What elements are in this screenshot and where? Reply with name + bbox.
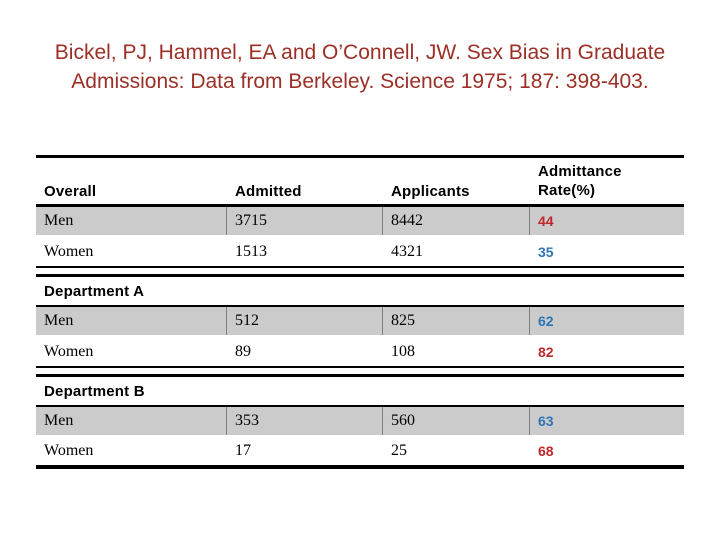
rate-cell: 68 xyxy=(538,443,554,459)
admitted-cell: 89 xyxy=(235,342,251,360)
gender-cell: Women xyxy=(44,442,94,459)
applicants-cell: 108 xyxy=(391,342,415,360)
applicants-cell: 8442 xyxy=(383,207,530,235)
gender-cell: Women xyxy=(44,342,94,360)
rate-cell: 44 xyxy=(538,213,554,229)
table-header-row: Overall Admitted Applicants Admittance R… xyxy=(36,158,684,204)
admissions-table: Overall Admitted Applicants Admittance R… xyxy=(36,155,684,469)
slide-title: Bickel, PJ, Hammel, EA and O’Connell, JW… xyxy=(10,38,710,96)
admitted-cell: 512 xyxy=(227,307,383,335)
section-label-row-dept-b: Department B xyxy=(36,377,684,405)
section-label-row-dept-a: Department A xyxy=(36,277,684,305)
rate-cell: 82 xyxy=(538,343,554,360)
header-cell-applicants: Applicants xyxy=(391,183,470,200)
admitted-cell: 3715 xyxy=(227,207,383,235)
section-gap xyxy=(36,268,684,274)
section-border xyxy=(36,405,684,407)
rate-cell: 35 xyxy=(538,243,554,260)
header-cell-admittance-rate: Admittance Rate(%) xyxy=(530,162,684,204)
title-line-2: Admissions: Data from Berkeley. Science … xyxy=(71,70,649,93)
table-row-dept-a-women: Women 89 108 82 xyxy=(36,337,684,366)
table-row-overall-women: Women 1513 4321 35 xyxy=(36,237,684,266)
table-bottom-border xyxy=(36,465,684,469)
header-cell-admitted: Admitted xyxy=(235,183,302,200)
title-line-1: Bickel, PJ, Hammel, EA and O’Connell, JW… xyxy=(54,41,666,64)
header-rate-line: Rate(%) xyxy=(538,182,596,199)
gender-cell: Men xyxy=(36,407,227,435)
table-top-border xyxy=(36,155,684,158)
section-border xyxy=(36,266,684,268)
section-label: Department A xyxy=(44,282,145,300)
table-row-dept-b-women: Women 17 25 68 xyxy=(36,437,684,465)
section-border xyxy=(36,366,684,368)
section-border xyxy=(36,274,684,277)
admitted-cell: 1513 xyxy=(235,242,267,260)
header-admittance-line: Admittance xyxy=(538,163,622,180)
gender-cell: Women xyxy=(44,242,94,260)
applicants-cell: 825 xyxy=(383,307,530,335)
section-border xyxy=(36,374,684,377)
rate-cell: 63 xyxy=(538,413,554,429)
gender-cell: Men xyxy=(36,307,227,335)
table-row-overall-men: Men 3715 8442 44 xyxy=(36,207,684,237)
rate-cell: 62 xyxy=(538,313,554,329)
admitted-cell: 353 xyxy=(227,407,383,435)
section-border xyxy=(36,305,684,307)
applicants-cell: 560 xyxy=(383,407,530,435)
applicants-cell: 25 xyxy=(391,442,407,459)
section-label: Department B xyxy=(44,382,145,400)
header-cell-overall: Overall xyxy=(44,183,97,200)
header-bottom-border xyxy=(36,204,684,207)
section-gap xyxy=(36,368,684,374)
admitted-cell: 17 xyxy=(235,442,251,459)
table-row-dept-b-men: Men 353 560 63 xyxy=(36,407,684,437)
applicants-cell: 4321 xyxy=(391,242,423,260)
gender-cell: Men xyxy=(36,207,227,235)
table-row-dept-a-men: Men 512 825 62 xyxy=(36,307,684,337)
